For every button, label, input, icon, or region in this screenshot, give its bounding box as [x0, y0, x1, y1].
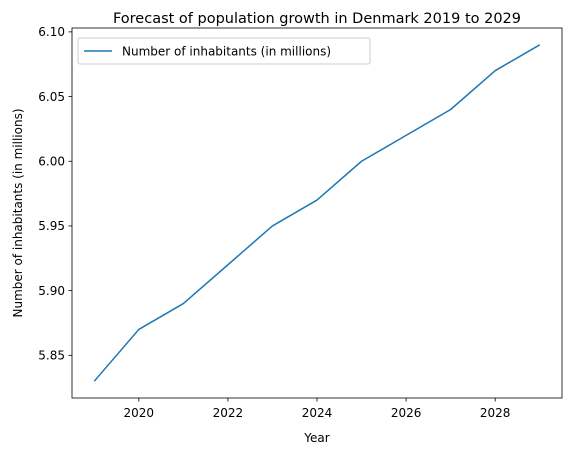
x-axis: 2020 2022 2024 2026 2028: [124, 398, 511, 420]
y-axis: 5.85 5.90 5.95 6.00 6.05 6.10: [38, 25, 72, 363]
x-tick-label: 2022: [213, 406, 244, 420]
x-tick-label: 2026: [391, 406, 422, 420]
y-tick-label: 5.95: [38, 219, 65, 233]
x-tick-label: 2028: [480, 406, 511, 420]
chart-title: Forecast of population growth in Denmark…: [113, 11, 521, 27]
y-tick-label: 6.00: [38, 154, 65, 168]
y-tick-label: 5.90: [38, 284, 65, 298]
plot-frame: [71, 27, 563, 399]
series-line: [93, 44, 541, 382]
plot-area: [72, 28, 562, 398]
y-tick-label: 6.05: [38, 90, 65, 104]
y-tick-label: 6.10: [38, 25, 65, 39]
x-tick-label: 2020: [124, 406, 155, 420]
legend-label: Number of inhabitants (in millions): [122, 45, 331, 59]
y-tick-label: 5.85: [38, 349, 65, 363]
x-tick-label: 2024: [302, 406, 333, 420]
y-axis-title: Number of inhabitants (in millions): [11, 108, 25, 317]
x-axis-title: Year: [303, 431, 329, 445]
legend: Number of inhabitants (in millions): [77, 37, 371, 65]
legend-box: [77, 37, 371, 65]
